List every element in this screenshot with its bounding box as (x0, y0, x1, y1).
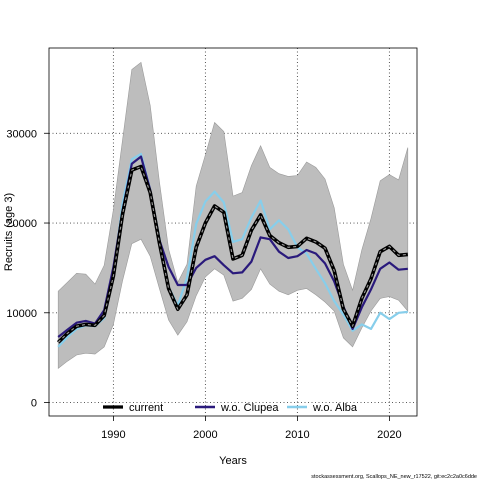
x-tick-label: 1990 (101, 429, 125, 441)
y-axis-title: Recruits (age 3) (3, 193, 15, 271)
footer-note: stockassessment.org, Scallops_NE_new_r17… (311, 474, 477, 480)
confidence-band (57, 61, 409, 370)
y-tick-label: 20000 (6, 218, 37, 230)
x-tick-label: 2000 (193, 429, 217, 441)
axes: 1990 2000 2010 2020 0 10000 20000 30000 (6, 128, 401, 441)
legend-label-w-o-alba: w.o. Alba (312, 402, 358, 414)
series-lines (56, 152, 408, 348)
y-tick-label: 10000 (6, 308, 37, 320)
series-line-current (57, 165, 408, 343)
plot-frame (48, 47, 418, 417)
y-tick-label: 30000 (6, 128, 37, 140)
y-tick-label: 0 (31, 398, 37, 410)
legend-label-w-o-clupea: w.o. Clupea (220, 402, 279, 414)
x-tick-label: 2020 (377, 429, 401, 441)
x-tick-label: 2010 (285, 429, 309, 441)
legend: current w.o. Clupea w.o. Alba (103, 402, 358, 414)
x-axis-title: Years (219, 455, 247, 467)
confidence-band-area (57, 61, 409, 370)
legend-label-current: current (129, 402, 163, 414)
